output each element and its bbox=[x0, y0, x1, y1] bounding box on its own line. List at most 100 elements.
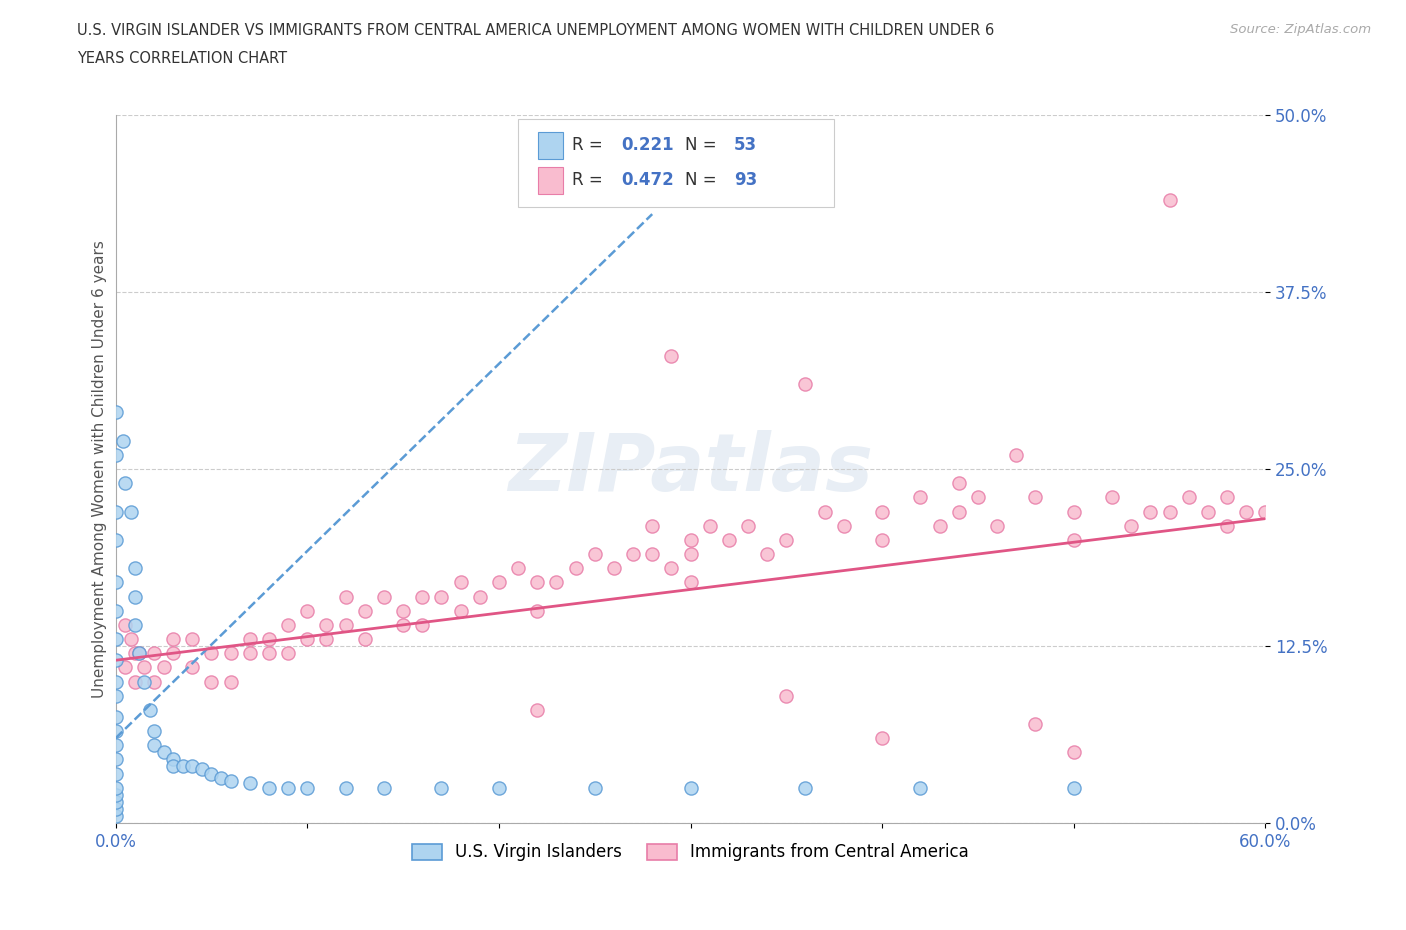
Point bbox=[162, 631, 184, 646]
Point bbox=[411, 618, 433, 632]
Text: YEARS CORRELATION CHART: YEARS CORRELATION CHART bbox=[77, 51, 287, 66]
Point bbox=[1177, 490, 1199, 505]
Point bbox=[488, 780, 510, 795]
Point bbox=[104, 533, 127, 548]
Point bbox=[1024, 490, 1046, 505]
Text: Source: ZipAtlas.com: Source: ZipAtlas.com bbox=[1230, 23, 1371, 36]
Point bbox=[411, 589, 433, 604]
Point bbox=[450, 575, 472, 590]
Point bbox=[315, 631, 337, 646]
Point bbox=[679, 780, 702, 795]
Text: 93: 93 bbox=[734, 171, 758, 189]
Text: 0.472: 0.472 bbox=[621, 171, 675, 189]
Point bbox=[104, 724, 127, 738]
Text: ZIPatlas: ZIPatlas bbox=[508, 430, 873, 508]
Point bbox=[832, 518, 855, 533]
Point bbox=[162, 759, 184, 774]
Point bbox=[114, 618, 136, 632]
Point bbox=[794, 377, 817, 392]
Point bbox=[181, 759, 204, 774]
Point bbox=[910, 490, 932, 505]
Point bbox=[679, 547, 702, 562]
Point bbox=[219, 645, 242, 660]
Point bbox=[335, 589, 357, 604]
Point bbox=[1063, 533, 1085, 548]
Point bbox=[526, 702, 548, 717]
Point bbox=[775, 688, 797, 703]
Point bbox=[1216, 518, 1239, 533]
Point bbox=[297, 631, 319, 646]
Point bbox=[124, 561, 146, 576]
Point bbox=[526, 575, 548, 590]
Point bbox=[679, 575, 702, 590]
Point bbox=[430, 589, 453, 604]
Point bbox=[104, 808, 127, 823]
Point bbox=[315, 618, 337, 632]
Point bbox=[794, 780, 817, 795]
Point bbox=[641, 518, 664, 533]
Point bbox=[104, 405, 127, 419]
Point bbox=[546, 575, 568, 590]
Point bbox=[104, 688, 127, 703]
Point bbox=[870, 504, 893, 519]
Point bbox=[277, 618, 299, 632]
Point bbox=[297, 780, 319, 795]
Point bbox=[104, 737, 127, 752]
Point bbox=[1024, 716, 1046, 731]
Point bbox=[1121, 518, 1143, 533]
Y-axis label: Unemployment Among Women with Children Under 6 years: Unemployment Among Women with Children U… bbox=[93, 240, 107, 698]
Point bbox=[679, 533, 702, 548]
Point bbox=[1063, 745, 1085, 760]
Point bbox=[124, 645, 146, 660]
Point bbox=[162, 645, 184, 660]
Point bbox=[986, 518, 1008, 533]
Point bbox=[200, 674, 222, 689]
Point bbox=[239, 645, 262, 660]
Point bbox=[143, 724, 166, 738]
Point bbox=[104, 752, 127, 767]
Point bbox=[659, 349, 682, 364]
Point bbox=[526, 604, 548, 618]
Text: R =: R = bbox=[572, 137, 609, 154]
Point bbox=[621, 547, 644, 562]
Point bbox=[948, 476, 970, 491]
Point bbox=[870, 533, 893, 548]
Point bbox=[257, 780, 280, 795]
Point bbox=[948, 504, 970, 519]
Point bbox=[152, 745, 174, 760]
Text: N =: N = bbox=[685, 171, 721, 189]
Point bbox=[775, 533, 797, 548]
Point bbox=[104, 802, 127, 817]
Point bbox=[277, 645, 299, 660]
Point bbox=[430, 780, 453, 795]
Point bbox=[392, 604, 415, 618]
Point bbox=[910, 780, 932, 795]
Text: R =: R = bbox=[572, 171, 609, 189]
Point bbox=[120, 504, 142, 519]
Point bbox=[114, 660, 136, 675]
Point bbox=[104, 447, 127, 462]
Point bbox=[1139, 504, 1161, 519]
Point bbox=[219, 674, 242, 689]
Point bbox=[143, 674, 166, 689]
Point bbox=[814, 504, 837, 519]
Point bbox=[756, 547, 779, 562]
Point bbox=[120, 631, 142, 646]
Point bbox=[335, 780, 357, 795]
Point bbox=[1063, 504, 1085, 519]
Point bbox=[128, 645, 150, 660]
Point bbox=[257, 631, 280, 646]
Point bbox=[104, 653, 127, 668]
Point bbox=[353, 631, 375, 646]
Point bbox=[209, 770, 232, 785]
Point bbox=[450, 604, 472, 618]
Text: 53: 53 bbox=[734, 137, 758, 154]
Point bbox=[114, 476, 136, 491]
Point bbox=[967, 490, 990, 505]
Point bbox=[1216, 490, 1239, 505]
Point bbox=[134, 674, 156, 689]
Text: U.S. VIRGIN ISLANDER VS IMMIGRANTS FROM CENTRAL AMERICA UNEMPLOYMENT AMONG WOMEN: U.S. VIRGIN ISLANDER VS IMMIGRANTS FROM … bbox=[77, 23, 994, 38]
Point bbox=[1005, 447, 1028, 462]
Point bbox=[104, 575, 127, 590]
Point bbox=[239, 631, 262, 646]
